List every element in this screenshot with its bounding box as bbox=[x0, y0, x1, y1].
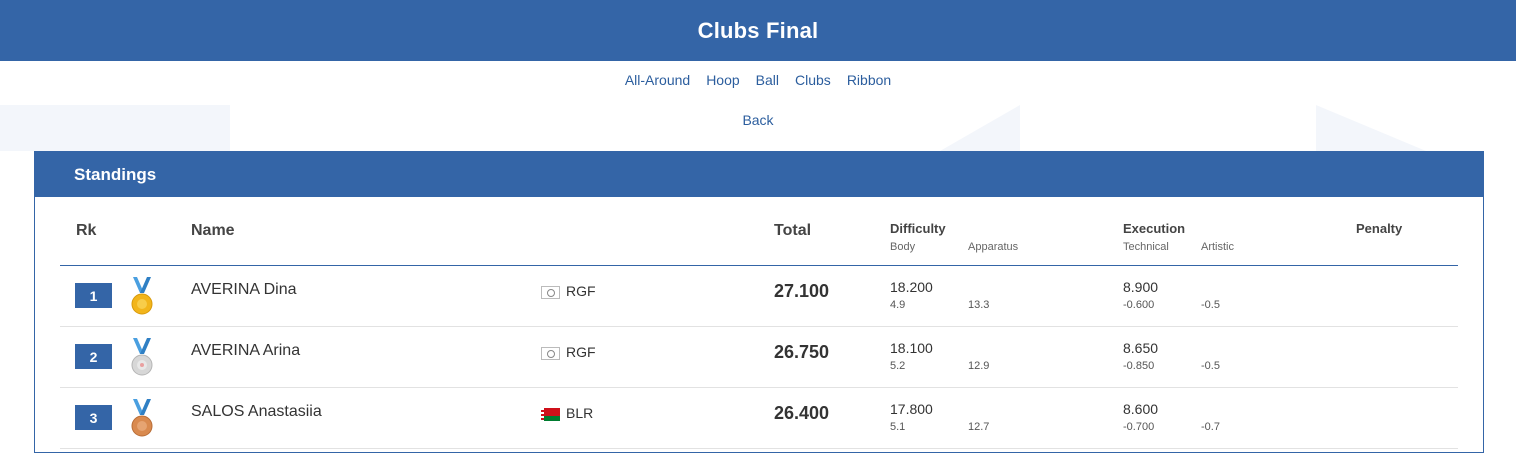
column-execution: Execution bbox=[1123, 221, 1186, 236]
column-difficulty: Difficulty bbox=[890, 221, 946, 236]
column-rank: Rk bbox=[76, 222, 97, 239]
column-body: Body bbox=[890, 241, 916, 253]
nav-link-clubs[interactable]: Clubs bbox=[795, 72, 831, 88]
back-link[interactable]: Back bbox=[742, 112, 774, 128]
nav-link-all-around[interactable]: All-Around bbox=[624, 72, 691, 88]
difficulty-score: 17.800 bbox=[890, 401, 933, 417]
apparatus-score: 12.9 bbox=[968, 360, 990, 372]
table-row[interactable]: 1 AVERINA Dina RGF 27.100 18.200 4.9 13.… bbox=[60, 266, 1458, 327]
total-score: 26.400 bbox=[774, 403, 830, 423]
page-header: Clubs Final bbox=[0, 0, 1516, 61]
nav-link-ribbon[interactable]: Ribbon bbox=[846, 72, 892, 88]
technical-score: -0.850 bbox=[1123, 360, 1155, 372]
difficulty-score: 18.200 bbox=[890, 279, 933, 295]
athlete-name[interactable]: AVERINA Dina bbox=[191, 281, 297, 298]
standings-title: Standings bbox=[35, 152, 1483, 197]
blr-flag-icon bbox=[541, 408, 560, 421]
body-score: 5.2 bbox=[890, 360, 906, 372]
table-row[interactable]: 3 SALOS Anastasiia BLR 26.400 17.800 5.1… bbox=[60, 388, 1458, 449]
gold-medal-icon bbox=[131, 277, 153, 315]
event-nav: All-Around Hoop Ball Clubs Ribbon bbox=[0, 72, 1516, 88]
technical-score: -0.600 bbox=[1123, 299, 1155, 311]
difficulty-score: 18.100 bbox=[890, 340, 933, 356]
technical-score: -0.700 bbox=[1123, 421, 1155, 433]
body-score: 4.9 bbox=[890, 299, 906, 311]
execution-score: 8.650 bbox=[1123, 340, 1159, 356]
column-penalty: Penalty bbox=[1356, 221, 1403, 236]
column-total: Total bbox=[774, 222, 812, 239]
column-name: Name bbox=[191, 222, 235, 239]
background-decoration bbox=[0, 105, 230, 151]
table-header: Rk Name Total Difficulty Body Apparatus … bbox=[60, 198, 1458, 266]
column-technical: Technical bbox=[1123, 241, 1169, 253]
rank-badge: 1 bbox=[75, 283, 112, 308]
total-score: 27.100 bbox=[774, 281, 830, 301]
rank-badge: 2 bbox=[75, 344, 112, 369]
artistic-score: -0.5 bbox=[1201, 299, 1220, 311]
rgf-flag-icon bbox=[541, 286, 560, 299]
artistic-score: -0.7 bbox=[1201, 421, 1220, 433]
total-score: 26.750 bbox=[774, 342, 830, 362]
athlete-name[interactable]: AVERINA Arina bbox=[191, 342, 301, 359]
nav-link-hoop[interactable]: Hoop bbox=[706, 72, 740, 88]
column-apparatus: Apparatus bbox=[968, 241, 1019, 253]
standings-panel: Standings Rk Name Total Difficulty Body … bbox=[34, 151, 1484, 453]
rgf-flag-icon bbox=[541, 347, 560, 360]
artistic-score: -0.5 bbox=[1201, 360, 1220, 372]
bronze-medal-icon bbox=[131, 399, 153, 437]
execution-score: 8.900 bbox=[1123, 279, 1159, 295]
rank-badge: 3 bbox=[75, 405, 112, 430]
silver-medal-icon bbox=[131, 338, 153, 376]
column-artistic: Artistic bbox=[1201, 241, 1234, 253]
country-code: BLR bbox=[566, 405, 594, 421]
apparatus-score: 12.7 bbox=[968, 421, 990, 433]
athlete-name[interactable]: SALOS Anastasiia bbox=[191, 403, 322, 420]
nav-link-ball[interactable]: Ball bbox=[755, 72, 780, 88]
country-code: RGF bbox=[566, 283, 596, 299]
page-title: Clubs Final bbox=[697, 17, 819, 43]
back-container: Back bbox=[0, 112, 1516, 130]
country-code: RGF bbox=[566, 344, 596, 360]
execution-score: 8.600 bbox=[1123, 401, 1159, 417]
table-row[interactable]: 2 AVERINA Arina RGF 26.750 18.100 5.2 12… bbox=[60, 327, 1458, 388]
body-score: 5.1 bbox=[890, 421, 906, 433]
apparatus-score: 13.3 bbox=[968, 299, 990, 311]
